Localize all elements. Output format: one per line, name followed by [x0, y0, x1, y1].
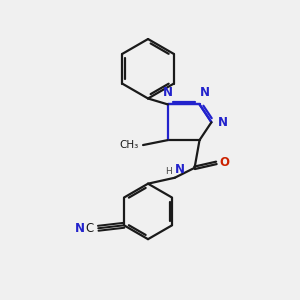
Text: N: N [200, 86, 209, 100]
Text: H: H [165, 167, 172, 176]
Text: C: C [85, 222, 93, 235]
Text: N: N [218, 116, 228, 129]
Text: N: N [163, 86, 173, 100]
Text: N: N [175, 163, 185, 176]
Text: CH₃: CH₃ [120, 140, 139, 150]
Text: N: N [74, 222, 84, 235]
Text: O: O [219, 156, 229, 170]
